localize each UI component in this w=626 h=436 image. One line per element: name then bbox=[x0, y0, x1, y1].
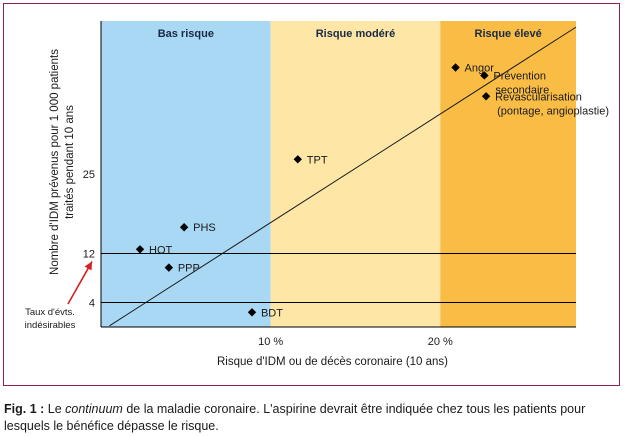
y-axis-title-line2: traités pendant 10 ans bbox=[64, 105, 76, 219]
zone-label: Risque élevé bbox=[475, 28, 542, 40]
annotation-label-line: Taux d'évts. bbox=[25, 307, 75, 318]
data-point-marker bbox=[293, 155, 302, 164]
data-point-marker bbox=[451, 63, 460, 72]
data-point-label-line: BDT bbox=[261, 307, 283, 319]
x-tick-label: 10 % bbox=[258, 336, 283, 348]
data-point-label: Angor bbox=[465, 63, 495, 75]
data-point-marker bbox=[135, 245, 145, 254]
data-point-label-line: Angor bbox=[465, 63, 495, 75]
chart-svg: Bas risque Risque modéré Risque élevé 10 % 2… bbox=[25, 21, 609, 368]
data-point-label: PPP bbox=[178, 263, 200, 275]
annotation-label-line: indésirables bbox=[25, 320, 76, 331]
caption-text-italic: continuum bbox=[65, 402, 123, 416]
data-point-marker bbox=[164, 263, 174, 272]
caption-text-post: de la maladie coronaire. L'aspirine devr… bbox=[4, 402, 586, 433]
x-axis-title: Risque d'IDM ou de décès coronaire (10 a… bbox=[217, 356, 448, 368]
data-point-marker bbox=[481, 92, 491, 101]
annotation-arrow-head bbox=[84, 261, 92, 271]
y-axis-title-line1: Nombre d'IDM prévenus pour 1 000 patient… bbox=[49, 49, 61, 275]
zone-band bbox=[101, 21, 271, 327]
zone-label: Bas risque bbox=[158, 28, 214, 40]
data-point-marker bbox=[247, 308, 257, 317]
data-point-label: TPT bbox=[307, 154, 328, 166]
data-point-label-line: Prévention bbox=[493, 70, 546, 82]
data-point-label-line: PPP bbox=[178, 263, 200, 275]
data-point-label-line: TPT bbox=[307, 154, 328, 166]
zone-band bbox=[440, 21, 576, 327]
figure-caption: Fig. 1 : Le continuum de la maladie coro… bbox=[4, 401, 622, 435]
data-point-label-line: Revascularisation bbox=[495, 91, 582, 103]
y-tick-label: 25 bbox=[83, 169, 95, 181]
data-point-label-line: secondaire bbox=[495, 84, 549, 96]
caption-fig-label: Fig. 1 : bbox=[4, 402, 45, 416]
data-point-label-line: PHS bbox=[193, 222, 216, 234]
data-point-label: Prévention secondaire bbox=[493, 70, 549, 96]
zone-band bbox=[270, 21, 441, 327]
data-point-label: HOT bbox=[149, 244, 173, 256]
data-point-label-line: HOT bbox=[149, 244, 173, 256]
data-point-label-line: (pontage, angioplastie) bbox=[497, 105, 609, 117]
data-point-marker bbox=[179, 223, 189, 232]
caption-text-pre: Le bbox=[47, 402, 66, 416]
trend-line bbox=[109, 26, 577, 327]
zone-label: Risque modéré bbox=[316, 28, 395, 40]
data-point-label: Revascularisation (pontage, angioplastie) bbox=[495, 91, 609, 117]
figure-frame: Bas risque Risque modéré Risque élevé 10 % 2… bbox=[3, 3, 620, 386]
x-tick-label: 20 % bbox=[428, 336, 453, 348]
data-point-label: PHS bbox=[193, 222, 216, 234]
data-point-marker bbox=[480, 71, 489, 80]
annotation-label: Taux d'évts. indésirables bbox=[25, 307, 76, 331]
annotation-arrow-shaft bbox=[67, 261, 93, 305]
data-point-label: BDT bbox=[261, 307, 283, 319]
y-tick-label: 4 bbox=[89, 298, 95, 310]
y-tick-label: 12 bbox=[83, 249, 95, 261]
